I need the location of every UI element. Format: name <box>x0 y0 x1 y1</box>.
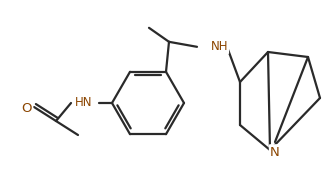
Text: NH: NH <box>211 40 228 53</box>
Text: N: N <box>270 146 280 158</box>
Text: HN: HN <box>75 96 93 110</box>
Text: O: O <box>22 101 32 115</box>
